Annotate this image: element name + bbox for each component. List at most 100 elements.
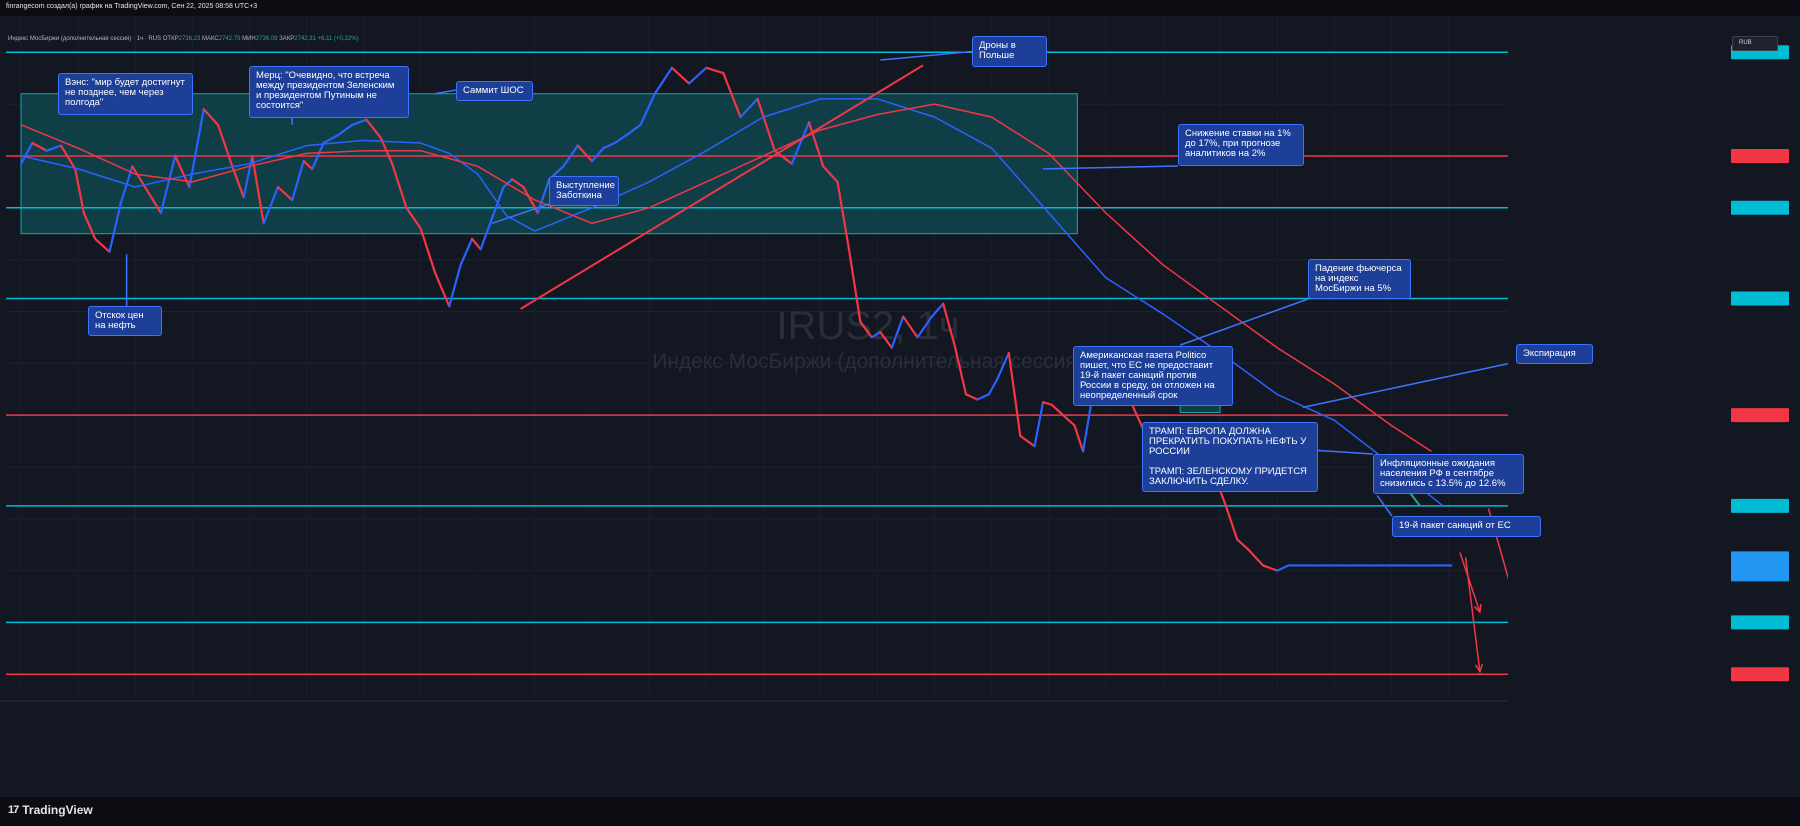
price-segment [822, 165, 839, 183]
annotation-note-5[interactable]: Выступление Заботкина [549, 176, 619, 206]
note-pointer-2 [434, 89, 457, 95]
price-segment [336, 123, 354, 137]
price-segment [262, 185, 280, 225]
axes [0, 16, 1800, 797]
watermark-symbol: IRUS2, 1ч [776, 304, 959, 348]
zone-0 [20, 93, 1078, 235]
price-segment [31, 141, 48, 152]
note-pointer-5 [491, 203, 550, 225]
level-badge-3 [1731, 291, 1789, 306]
legend-change: +6,11 (+0,22%) [317, 36, 359, 42]
price-segment [670, 66, 691, 85]
price-segment [902, 315, 919, 339]
price-segment [351, 118, 368, 126]
price-segment [276, 185, 294, 202]
annotation-note-8[interactable]: Американская газета Politico пишет, что … [1073, 346, 1233, 406]
legend-open-label: ОТКР [162, 36, 179, 42]
legend-low: 2736,09 [255, 36, 278, 42]
annotation-note-2[interactable]: Саммит ШОС [456, 81, 533, 101]
price-segment [790, 121, 811, 165]
price-segment [302, 160, 314, 171]
price-segment [291, 160, 305, 202]
price-segment [705, 66, 725, 75]
price-segment [739, 97, 759, 119]
price-segment [365, 118, 382, 139]
arrow-line-1 [1464, 557, 1481, 672]
price-segment [159, 154, 177, 215]
note-pointer-3 [880, 50, 973, 61]
price-segment [890, 315, 905, 349]
price-segment [19, 141, 34, 165]
price-segment [322, 134, 340, 145]
annotation-pointers [68, 50, 1517, 517]
price-segment [807, 121, 825, 168]
level-labels [1731, 45, 1789, 682]
legend-close-label: ЗАКР [279, 36, 295, 42]
price-segment [602, 141, 616, 150]
note-pointer-4 [1043, 165, 1179, 170]
price-badge-bg [1731, 551, 1789, 582]
legend-high-label: МАКС [201, 36, 219, 42]
legend-open: 2736,23 [178, 36, 201, 42]
price-segment [510, 178, 525, 189]
price-segment [1007, 351, 1022, 437]
price-segment [847, 248, 862, 323]
top-bar: finrangecom создал(а) график на TradingV… [0, 0, 1800, 16]
price-segment [1061, 414, 1076, 427]
watermark-name: Индекс МосБиржи (дополнительная сессия) [652, 350, 1084, 373]
level-badge-6 [1731, 615, 1789, 630]
price-segment [870, 331, 882, 339]
price-segment [311, 141, 325, 171]
price-segment [1224, 504, 1239, 541]
annotation-note-7[interactable]: Падение фьючерса на индекс МосБиржи на 5… [1308, 259, 1411, 299]
price-segment [1041, 401, 1053, 406]
price-segment [987, 377, 999, 396]
price-segment [639, 92, 656, 126]
chart-area[interactable]: IRUS2, 1ч Индекс МосБиржи (дополнительна… [0, 16, 1800, 797]
annotation-note-11[interactable]: Экспирация [1516, 344, 1593, 364]
arrow-head-0 [1473, 604, 1482, 614]
annotation-note-9[interactable]: ТРАМП: ЕВРОПА ДОЛЖНА ПРЕКРАТИТЬ ПОКУПАТЬ… [1142, 422, 1318, 492]
legend-close: 2742,31 [294, 36, 316, 42]
annotation-note-0[interactable]: Вэнс: "мир будет достигнут не позднее, ч… [58, 73, 193, 115]
level-badge-4 [1731, 408, 1789, 423]
price-segment [722, 71, 742, 119]
price-segment [653, 66, 674, 95]
note-pointer-12 [1376, 495, 1393, 517]
arrow-head-1 [1474, 663, 1484, 674]
annotation-note-3[interactable]: Дроны в Польше [972, 36, 1047, 67]
price-axis-bg [1508, 16, 1800, 797]
price-segment [590, 147, 605, 163]
price-segment [1050, 403, 1065, 417]
price-segment [94, 237, 111, 253]
price-segment [879, 331, 893, 349]
price-segment [82, 211, 97, 240]
price-segment [1019, 434, 1036, 448]
level-badge-7 [1731, 667, 1789, 682]
price-segment [405, 206, 422, 230]
annotation-note-1[interactable]: Мерц: "Очевидно, что встреча между прези… [249, 66, 409, 118]
currency-badge[interactable]: RUB [1732, 36, 1778, 51]
price-segment [836, 180, 851, 251]
price-segment [433, 271, 451, 308]
annotation-note-10[interactable]: Инфляционные ожидания населения РФ в сен… [1373, 454, 1524, 494]
header-text: finrangecom создал(а) график на TradingV… [6, 3, 258, 10]
price-segment [859, 320, 873, 339]
tradingview-logo[interactable]: 17 TradingView [8, 803, 93, 817]
footer-bar [0, 797, 1800, 826]
price-segment [231, 165, 245, 199]
price-chart[interactable]: IRUS2, 1ч Индекс МосБиржи (дополнительна… [0, 16, 1800, 797]
price-segment [576, 144, 594, 163]
brand-name: TradingView [22, 803, 93, 817]
annotation-note-12[interactable]: 19-й пакет санкций от ЕС [1392, 516, 1541, 537]
tradingview-icon: 17 [8, 804, 19, 816]
price-segment [1261, 564, 1279, 572]
annotation-note-6[interactable]: Отскок цен на нефть [88, 306, 162, 336]
price-segment [942, 302, 956, 347]
price-segment [59, 144, 77, 171]
level-badge-5 [1731, 498, 1789, 513]
trendline-0 [520, 64, 924, 310]
annotation-note-4[interactable]: Снижение ставки на 1% до 17%, при прогно… [1178, 124, 1304, 166]
ma-fast-line [20, 98, 1444, 507]
ohlc-legend: Индекс МосБиржи (дополнительная сессия) … [8, 36, 359, 42]
